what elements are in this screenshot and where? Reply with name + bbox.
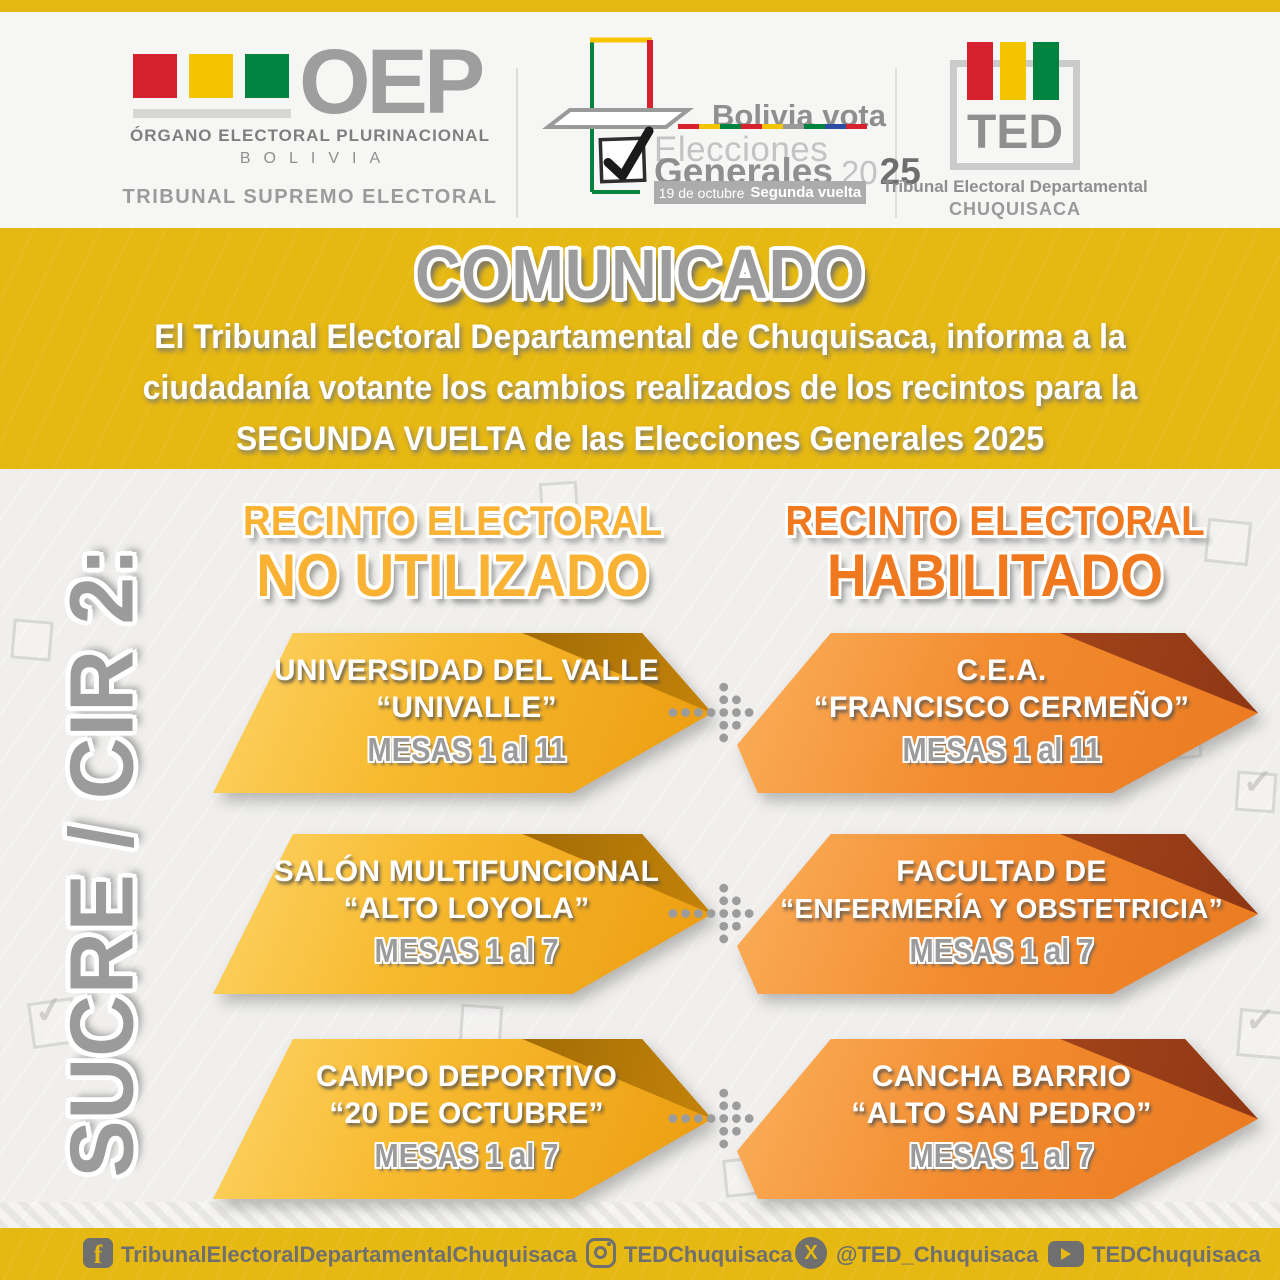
youtube-handle: TEDChuquisaca bbox=[1092, 1242, 1261, 1267]
comunicado-band: COMUNICADO El Tribunal Electoral Departa… bbox=[0, 228, 1280, 469]
oep-green-square-icon bbox=[245, 54, 289, 98]
segunda-vuelta-label: Segunda vuelta bbox=[750, 184, 862, 201]
venue-name-line1: CAMPO DEPORTIVO bbox=[315, 1060, 618, 1093]
tribunal-supremo-label: TRIBUNAL SUPREMO ELECTORAL bbox=[122, 186, 498, 208]
checkbox-pattern-decoration bbox=[10, 618, 54, 662]
oep-yellow-square-icon bbox=[189, 54, 233, 98]
venue-name-line1: UNIVERSIDAD DEL VALLE bbox=[273, 654, 660, 687]
column-header-no-utilizado: RECINTO ELECTORAL NO UTILIZADO bbox=[195, 498, 710, 608]
venue-name-line1: C.E.A. bbox=[956, 654, 1047, 687]
ted-green-bar-icon bbox=[1033, 42, 1059, 100]
ted-wordmark: TED bbox=[967, 106, 1063, 159]
column-header-line1: RECINTO ELECTORAL bbox=[785, 497, 1205, 544]
multicolor-stripe bbox=[678, 124, 867, 129]
venue-mesas: MESAS 1 al 11 bbox=[902, 731, 1101, 768]
comunicado-body-line: SEGUNDA VUELTA de las Elecciones General… bbox=[235, 420, 1045, 458]
dots-arrow-decoration bbox=[668, 682, 754, 743]
date-bar: 19 de octubre Segunda vuelta bbox=[654, 181, 866, 204]
header-divider-right bbox=[895, 68, 897, 218]
venue-name-line1: SALÓN MULTIFUNCIONAL bbox=[273, 855, 660, 888]
old-venue-banner: UNIVERSIDAD DEL VALLE “UNIVALLE” MESAS 1… bbox=[213, 633, 712, 793]
ted-department-label: CHUQUISACA bbox=[948, 199, 1081, 219]
venue-name-line2: “20 DE OCTUBRE” bbox=[329, 1097, 604, 1130]
oep-red-square-icon bbox=[133, 54, 177, 98]
instagram-icon bbox=[586, 1238, 616, 1268]
new-venue-banner: C.E.A. “FRANCISCO CERMEÑO” MESAS 1 al 11 bbox=[737, 633, 1258, 793]
ted-yellow-bar-icon bbox=[1000, 42, 1026, 100]
old-venue-banner: SALÓN MULTIFUNCIONAL “ALTO LOYOLA” MESAS… bbox=[213, 834, 712, 994]
election-date: 19 de octubre bbox=[658, 184, 745, 201]
column-header-habilitado: RECINTO ELECTORAL HABILITADO bbox=[735, 498, 1255, 608]
venue-name-line1: FACULTAD DE bbox=[896, 855, 1107, 888]
column-header-line1: RECINTO ELECTORAL bbox=[242, 497, 663, 544]
venue-name-line1: CANCHA BARRIO bbox=[871, 1060, 1132, 1093]
venue-name-line2: “ALTO SAN PEDRO” bbox=[851, 1097, 1152, 1130]
venue-name-line2: “FRANCISCO CERMEÑO” bbox=[813, 691, 1190, 724]
dots-arrow-decoration bbox=[668, 1088, 754, 1149]
column-header-line2: HABILITADO bbox=[826, 542, 1164, 609]
header-divider-left bbox=[516, 68, 518, 218]
venue-name-line2: “UNIVALLE” bbox=[376, 691, 557, 724]
facebook-icon: f bbox=[83, 1238, 113, 1268]
facebook-handle: TribunalElectoralDepartamentalChuquisaca bbox=[121, 1242, 578, 1267]
comunicado-body-line: El Tribunal Electoral Departamental de C… bbox=[154, 318, 1126, 356]
ted-tribunal-label: Tribunal Electoral Departamental bbox=[882, 177, 1148, 196]
year-25: 25 bbox=[879, 151, 921, 192]
comunicado-body-line: ciudadanía votante los cambios realizado… bbox=[142, 369, 1138, 407]
x-twitter-icon: X bbox=[795, 1237, 827, 1269]
ted-red-bar-icon bbox=[967, 42, 993, 100]
youtube-icon bbox=[1048, 1241, 1084, 1267]
comunicado-title: COMUNICADO bbox=[415, 235, 865, 313]
comunicado-body: El Tribunal Electoral Departamental de C… bbox=[0, 312, 1280, 465]
venue-mesas: MESAS 1 al 7 bbox=[374, 1137, 559, 1174]
column-header-line2: NO UTILIZADO bbox=[256, 542, 649, 609]
venue-name-line2: “ALTO LOYOLA” bbox=[343, 892, 590, 925]
old-venue-banner: CAMPO DEPORTIVO “20 DE OCTUBRE” MESAS 1 … bbox=[213, 1039, 712, 1199]
venue-mesas: MESAS 1 al 7 bbox=[909, 1137, 1094, 1174]
oep-underline-bar bbox=[133, 109, 291, 118]
venue-name-line2: “ENFERMERÍA Y OBSTETRICIA” bbox=[780, 893, 1223, 924]
oep-wordmark: OEP bbox=[299, 31, 485, 133]
new-venue-banner: FACULTAD DE “ENFERMERÍA Y OBSTETRICIA” M… bbox=[737, 834, 1258, 994]
ballot-box-icon bbox=[542, 37, 694, 194]
elecciones-label: Elecciones bbox=[654, 130, 829, 169]
top-yellow-strip bbox=[0, 0, 1280, 12]
oep-organization-name: ÓRGANO ELECTORAL PLURINACIONAL bbox=[130, 126, 490, 145]
venue-mesas: MESAS 1 al 7 bbox=[909, 932, 1094, 969]
x-handle: @TED_Chuquisaca bbox=[836, 1242, 1039, 1267]
oep-country-label: BOLIVIA bbox=[239, 150, 394, 167]
masthead: OEP ÓRGANO ELECTORAL PLURINACIONAL BOLIV… bbox=[0, 12, 1280, 228]
dots-arrow-decoration bbox=[668, 883, 754, 944]
venue-mesas: MESAS 1 al 11 bbox=[367, 731, 566, 768]
new-venue-banner: CANCHA BARRIO “ALTO SAN PEDRO” MESAS 1 a… bbox=[737, 1039, 1258, 1199]
venue-mesas: MESAS 1 al 7 bbox=[374, 932, 559, 969]
instagram-handle: TEDChuquisaca bbox=[624, 1242, 793, 1267]
region-label: SUCRE / CIR 2: bbox=[52, 546, 153, 1178]
